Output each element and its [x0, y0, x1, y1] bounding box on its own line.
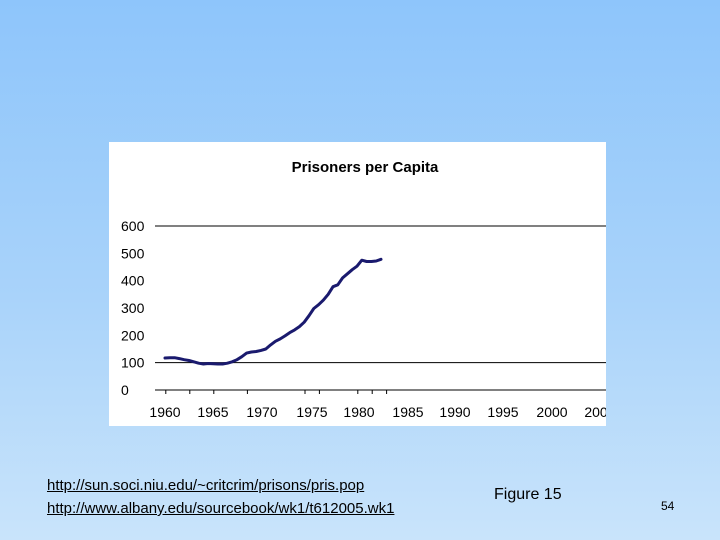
x-tick-label-1: 1965: [197, 404, 228, 420]
series-layer: [163, 257, 383, 366]
y-tick-label-100: 100: [121, 355, 145, 371]
x-axis-ticks: 1960 1965 1970 1975 1980 1985 1990 1995 2000 200: [149, 404, 606, 420]
y-tick-label-300: 300: [121, 300, 145, 316]
y-tick-label-500: 500: [121, 245, 145, 261]
x-tick-label-2: 1970: [246, 404, 277, 420]
x-tick-label-3: 1975: [296, 404, 327, 420]
x-tick-label-9: 200: [584, 404, 606, 420]
x-tick-label-8: 2000: [536, 404, 567, 420]
gridlines: [155, 225, 606, 364]
chart-panel: Prisoners per Capita 600 500 400 300 200 100 0…: [109, 142, 606, 426]
y-axis-ticks: 600 500 400 300 200 100 0: [121, 218, 145, 398]
source-link-2[interactable]: http://www.albany.edu/sourcebook/wk1/t61…: [47, 500, 395, 517]
y-tick-label-400: 400: [121, 273, 145, 289]
chart-title: Prisoners per Capita: [292, 159, 439, 176]
y-tick-label-200: 200: [121, 327, 145, 343]
source-link-1[interactable]: http://sun.soci.niu.edu/~critcrim/prison…: [47, 477, 365, 494]
x-tick-label-6: 1990: [439, 404, 470, 420]
figure-label: Figure 15: [494, 486, 562, 503]
x-axis: [155, 389, 606, 394]
y-tick-label-0: 0: [121, 382, 129, 398]
x-tick-label-5: 1985: [392, 404, 423, 420]
slide-number: 54: [661, 499, 675, 513]
x-tick-label-0: 1960: [149, 404, 180, 420]
line-chart: Prisoners per Capita 600 500 400 300 200 100 0…: [121, 159, 606, 420]
x-tick-label-7: 1995: [487, 404, 518, 420]
y-tick-label-600: 600: [121, 218, 145, 234]
series-line-0: [163, 257, 383, 366]
x-tick-label-4: 1980: [343, 404, 374, 420]
